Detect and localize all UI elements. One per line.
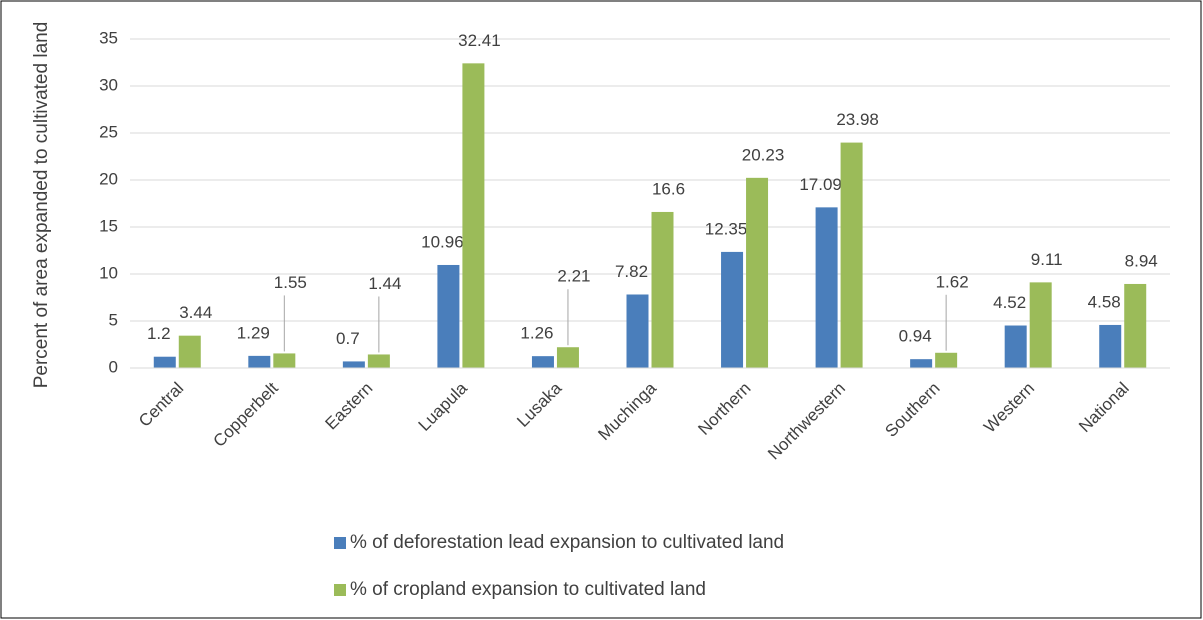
- y-tick-label: 0: [109, 357, 118, 376]
- data-label: 9.11: [1031, 250, 1063, 269]
- data-label: 4.52: [993, 293, 1026, 312]
- data-label: 1.44: [368, 274, 401, 293]
- y-tick-label: 10: [99, 263, 118, 282]
- legend-swatch: [334, 584, 346, 596]
- data-label: 12.35: [705, 219, 748, 238]
- bar: [1124, 283, 1147, 368]
- bar: [342, 361, 365, 368]
- bar: [437, 264, 460, 368]
- y-tick-label: 25: [99, 122, 118, 141]
- data-label: 7.82: [615, 262, 648, 281]
- data-label: 3.44: [179, 303, 212, 322]
- data-label: 0.7: [336, 329, 360, 348]
- data-label: 10.96: [421, 232, 464, 251]
- bar: [651, 211, 674, 368]
- bar: [1099, 324, 1122, 368]
- y-axis-title: Percent of area expanded to cultivated l…: [31, 22, 52, 389]
- data-label: 1.62: [936, 272, 969, 291]
- legend-label: % of deforestation lead expansion to cul…: [350, 532, 784, 553]
- data-label: 1.55: [274, 273, 307, 292]
- data-label: 1.26: [520, 324, 553, 343]
- y-tick-label: 15: [99, 216, 118, 235]
- y-tick-label: 20: [99, 169, 118, 188]
- data-label: 16.6: [652, 179, 685, 198]
- bar: [935, 352, 958, 368]
- y-tick-label: 5: [109, 310, 118, 329]
- bar: [746, 177, 769, 368]
- bar: [1029, 282, 1052, 368]
- data-label: 23.98: [836, 110, 879, 129]
- bar: [153, 356, 176, 368]
- legend-label: % of cropland expansion to cultivated la…: [350, 579, 706, 600]
- bar: [721, 251, 744, 368]
- bar: [815, 207, 838, 368]
- bar: [178, 335, 201, 368]
- data-label: 2.21: [557, 267, 590, 286]
- bar: [462, 63, 485, 368]
- bar: [531, 356, 554, 368]
- data-label: 17.09: [799, 175, 842, 194]
- bar: [273, 353, 296, 368]
- bar: [1004, 325, 1027, 368]
- bar: [910, 359, 933, 368]
- bar: [840, 142, 863, 368]
- data-label: 32.41: [458, 31, 501, 50]
- data-label: 8.94: [1125, 251, 1158, 270]
- y-tick-label: 30: [99, 75, 118, 94]
- data-label: 4.58: [1088, 292, 1121, 311]
- bar: [248, 355, 271, 368]
- bar: [626, 294, 649, 368]
- bar: [556, 347, 579, 368]
- legend-swatch: [334, 537, 346, 549]
- data-label: 20.23: [742, 145, 785, 164]
- bar: [367, 354, 390, 368]
- data-label: 1.29: [237, 323, 270, 342]
- data-label: 0.94: [899, 327, 932, 346]
- y-tick-label: 35: [99, 28, 118, 47]
- data-label: 1.2: [147, 324, 171, 343]
